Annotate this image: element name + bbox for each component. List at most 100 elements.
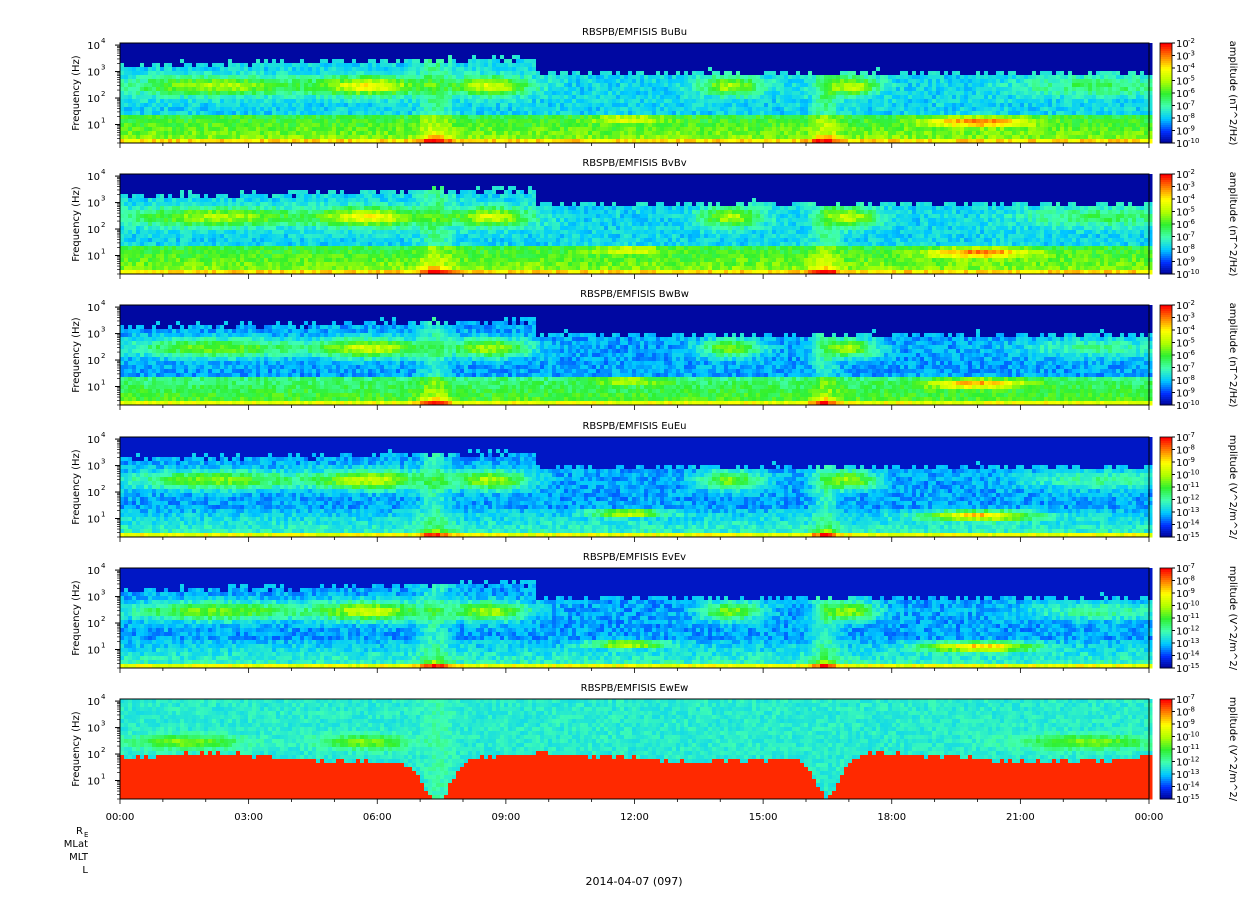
colorbar-tick-exponent: -5 [1188,337,1195,345]
colorbar-tick-label: 10 [1176,401,1189,412]
ephemeris-label: R [76,826,83,837]
colorbar-tick-label: 10 [1176,602,1189,613]
y-tick-label: 10 [87,41,100,52]
y-tick-exponent: 1 [101,772,105,780]
colorbar-tick-exponent: -11 [1188,481,1199,489]
colorbar-tick-label: 10 [1176,52,1189,63]
colorbar-tick-label: 10 [1176,64,1189,75]
x-tick-label: 03:00 [234,812,263,823]
y-tick-label: 10 [87,724,100,735]
y-tick-exponent: 1 [101,641,105,649]
colorbar-tick-exponent: -12 [1188,625,1199,633]
colorbar-tick-label: 10 [1176,233,1189,244]
colorbar-tick-exponent: -10 [1188,399,1199,407]
colorbar-tick-exponent: -7 [1188,100,1195,108]
y-tick-label: 10 [87,172,100,183]
colorbar-tick-label: 10 [1176,127,1189,138]
y-tick-exponent: 4 [101,431,106,439]
ephemeris-label: MLT [69,852,89,863]
y-tick-label: 10 [87,120,100,131]
y-axis-label: Frequency (Hz) [71,186,82,262]
y-axis-label: Frequency (Hz) [71,317,82,393]
y-tick-label: 10 [87,199,100,210]
colorbar-tick-label: 10 [1176,195,1189,206]
colorbar-tick-exponent: -9 [1188,256,1195,264]
colorbar-tick-label: 10 [1176,795,1189,806]
colorbar-tick-exponent: -14 [1188,781,1200,789]
y-tick-exponent: 3 [101,195,105,203]
colorbar-tick-exponent: -12 [1188,494,1199,502]
x-tick-label: 15:00 [749,812,778,823]
y-axis-label: Frequency (Hz) [71,711,82,787]
y-axis-label: Frequency (Hz) [71,449,82,525]
y-tick-exponent: 4 [101,562,106,570]
colorbar-tick-exponent: -11 [1188,612,1199,620]
x-tick-label: 00:00 [106,812,135,823]
y-tick-label: 10 [87,750,100,761]
y-tick-label: 10 [87,593,100,604]
panel-title: RBSPB/EMFISIS EuEu [582,421,686,432]
colorbar-tick-label: 10 [1176,114,1189,125]
colorbar-tick-label: 10 [1176,458,1189,469]
panel-title: RBSPB/EMFISIS BuBu [582,27,687,38]
y-tick-label: 10 [87,382,100,393]
colorbar-tick-label: 10 [1176,745,1189,756]
colorbar-tick-label: 10 [1176,339,1189,350]
colorbar-tick-label: 10 [1176,483,1189,494]
colorbar-tick-label: 10 [1176,577,1189,588]
colorbar: 10-210-310-410-510-610-710-810-910-10 amp… [1160,299,1238,412]
colorbar-tick-label: 10 [1176,270,1189,281]
colorbar-tick-exponent: -6 [1188,349,1196,357]
colorbar-tick-exponent: -5 [1188,206,1195,214]
y-tick-label: 10 [87,303,100,314]
colorbar-tick-exponent: -10 [1188,268,1199,276]
y-tick-exponent: 2 [101,90,105,98]
colorbar-tick-exponent: -9 [1188,387,1195,395]
spectrogram-cells [120,43,1153,144]
colorbar-tick-exponent: -5 [1188,75,1195,83]
colorbar-tick-exponent: -6 [1188,87,1196,95]
y-tick-exponent: 1 [101,378,105,386]
colorbar-tick-label: 10 [1176,102,1189,113]
y-tick-label: 10 [87,697,100,708]
colorbar-tick-exponent: -9 [1188,456,1195,464]
y-axis-label: Frequency (Hz) [71,580,82,656]
colorbar-tick-label: 10 [1176,521,1189,532]
colorbar-tick-label: 10 [1176,496,1189,507]
colorbar-tick-label: 10 [1176,652,1189,663]
panel-title: RBSPB/EMFISIS BvBv [582,158,686,169]
y-tick-exponent: 4 [101,168,106,176]
y-tick-exponent: 3 [101,458,105,466]
panel-title: RBSPB/EMFISIS BwBw [580,289,689,300]
y-tick-label: 10 [87,330,100,341]
colorbar-tick-label: 10 [1176,664,1189,675]
colorbar-tick-exponent: -7 [1188,562,1195,570]
x-tick-label: 06:00 [363,812,392,823]
colorbar-label: amplitude (nT^2/Hz) [1227,172,1238,277]
colorbar-tick-exponent: -12 [1188,756,1199,764]
time-axis: 00:00 03:00 06:00 09:00 12:00 15:00 18:00 21:00… [106,812,1164,823]
colorbar-tick-label: 10 [1176,139,1189,150]
y-axis-label: Frequency (Hz) [71,55,82,131]
y-tick-exponent: 1 [101,116,105,124]
colorbar-tick-label: 10 [1176,258,1189,269]
colorbar-tick-label: 10 [1176,170,1189,181]
x-tick-label: 12:00 [620,812,649,823]
y-tick-exponent: 4 [101,299,106,307]
colorbar-tick-exponent: -15 [1188,662,1199,670]
panel-title: RBSPB/EMFISIS EvEv [583,552,686,563]
spectrogram-cells [120,305,1153,406]
colorbar-tick-exponent: -8 [1188,706,1195,714]
colorbar-tick-label: 10 [1176,301,1189,312]
y-tick-label: 10 [87,94,100,105]
colorbar-tick-label: 10 [1176,39,1189,50]
y-tick-exponent: 2 [101,484,105,492]
